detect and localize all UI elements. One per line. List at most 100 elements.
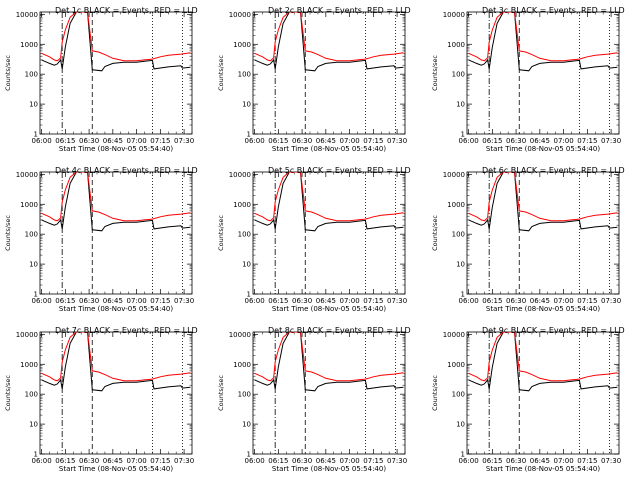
x-tick-label: 07:30: [601, 297, 621, 305]
y-tick-label: 1: [34, 291, 38, 299]
x-tick-label: 06:00: [458, 457, 478, 465]
x-tick-label: 07:15: [363, 297, 383, 305]
plot-frame: [466, 171, 620, 295]
y-tick-label: 10000: [229, 331, 251, 339]
x-tick-label: 06:15: [55, 137, 75, 145]
panel-title: Det 1c BLACK = Events, RED = LLD: [55, 6, 198, 15]
x-axis-label: Start Time (08-Nov-05 05:54:40): [272, 305, 386, 313]
panel-title: Det 9c BLACK = Events, RED = LLD: [482, 326, 625, 335]
x-tick-label: 06:15: [482, 457, 502, 465]
x-axis-label: Start Time (08-Nov-05 05:54:40): [486, 305, 600, 313]
y-tick-label: 100: [238, 391, 251, 399]
plot-frame: [39, 11, 193, 135]
y-tick-label: 100: [25, 71, 38, 79]
y-tick-label: 100: [238, 231, 251, 239]
x-tick-label: 06:45: [316, 297, 336, 305]
x-tick-label: 07:15: [150, 137, 170, 145]
y-tick-label: 100: [25, 231, 38, 239]
y-tick-label: 1000: [233, 361, 251, 369]
x-tick-label: 07:30: [387, 137, 407, 145]
x-tick-label: 06:15: [482, 297, 502, 305]
x-axis-label: Start Time (08-Nov-05 05:54:40): [59, 305, 173, 313]
x-tick-label: 07:30: [387, 297, 407, 305]
y-axis-label: Counts/sec: [4, 375, 12, 411]
y-axis-label: Counts/sec: [431, 215, 439, 251]
chart-panel-1: 1 10 100 1000 10000 06:00 06:15 06:30 06:45 07:00…: [4, 6, 198, 153]
x-tick-label: 06:15: [55, 457, 75, 465]
x-tick-label: 06:45: [316, 137, 336, 145]
x-tick-label: 06:45: [316, 457, 336, 465]
x-tick-label: 06:45: [103, 297, 123, 305]
y-tick-label: 1: [461, 131, 465, 139]
x-tick-label: 07:15: [363, 137, 383, 145]
x-tick-label: 06:00: [244, 137, 264, 145]
y-tick-label: 1000: [447, 361, 465, 369]
x-tick-label: 06:15: [268, 297, 288, 305]
chart-panel-9: 1 10 100 1000 10000 06:00 06:15 06:30 06:45 07:00…: [431, 326, 625, 473]
x-tick-label: 07:00: [553, 457, 573, 465]
series-line-lld: [468, 12, 618, 62]
y-tick-label: 1: [461, 451, 465, 459]
series-line-events: [468, 12, 618, 72]
series-line-lld: [254, 332, 404, 382]
x-axis-label: Start Time (08-Nov-05 05:54:40): [59, 465, 173, 473]
y-tick-label: 1: [34, 451, 38, 459]
x-tick-label: 06:30: [506, 297, 526, 305]
y-tick-label: 1000: [233, 41, 251, 49]
series-line-lld: [41, 172, 191, 222]
x-tick-label: 07:30: [601, 457, 621, 465]
panel-title: Det 5c BLACK = Events, RED = LLD: [268, 166, 411, 175]
panel-title: Det 4c BLACK = Events, RED = LLD: [55, 166, 198, 175]
y-tick-label: 10: [242, 261, 251, 269]
series-line-events: [254, 332, 404, 392]
series-line-lld: [41, 12, 191, 62]
x-tick-label: 06:45: [103, 137, 123, 145]
panel-title: Det 6c BLACK = Events, RED = LLD: [482, 166, 625, 175]
panel-title: Det 2c BLACK = Events, RED = LLD: [268, 6, 411, 15]
plot-frame: [252, 11, 406, 135]
x-tick-label: 07:00: [553, 297, 573, 305]
chart-panel-5: 1 10 100 1000 10000 06:00 06:15 06:30 06:45 07:00…: [217, 166, 411, 313]
series-line-events: [468, 172, 618, 232]
series-line-events: [41, 332, 191, 392]
y-tick-label: 10: [242, 101, 251, 109]
y-axis-label: Counts/sec: [431, 55, 439, 91]
y-tick-label: 1000: [20, 201, 38, 209]
chart-panel-6: 1 10 100 1000 10000 06:00 06:15 06:30 06:45 07:00…: [431, 166, 625, 313]
y-tick-label: 1000: [447, 201, 465, 209]
x-tick-label: 07:15: [363, 457, 383, 465]
plot-frame: [39, 331, 193, 455]
y-tick-label: 1000: [20, 361, 38, 369]
y-tick-label: 1000: [20, 41, 38, 49]
y-tick-label: 10: [456, 421, 465, 429]
series-line-events: [254, 12, 404, 72]
y-tick-label: 10: [456, 101, 465, 109]
x-tick-label: 07:00: [339, 457, 359, 465]
x-tick-label: 07:30: [174, 137, 194, 145]
x-axis-label: Start Time (08-Nov-05 05:54:40): [486, 145, 600, 153]
series-line-lld: [468, 172, 618, 222]
series-line-events: [254, 172, 404, 232]
series-line-events: [468, 332, 618, 392]
series-line-lld: [41, 332, 191, 382]
y-tick-label: 10000: [229, 11, 251, 19]
chart-panel-8: 1 10 100 1000 10000 06:00 06:15 06:30 06:45 07:00…: [217, 326, 411, 473]
x-tick-label: 06:45: [530, 457, 550, 465]
y-tick-label: 10000: [229, 171, 251, 179]
y-axis-label: Counts/sec: [217, 55, 225, 91]
plot-frame: [466, 331, 620, 455]
chart-panel-3: 1 10 100 1000 10000 06:00 06:15 06:30 06:45 07:00…: [431, 6, 625, 153]
y-axis-label: Counts/sec: [217, 215, 225, 251]
y-tick-label: 10: [29, 101, 38, 109]
series-line-lld: [468, 332, 618, 382]
y-tick-label: 1: [247, 451, 251, 459]
x-tick-label: 06:45: [530, 297, 550, 305]
y-tick-label: 100: [452, 391, 465, 399]
y-tick-label: 1: [461, 291, 465, 299]
x-tick-label: 06:00: [31, 457, 51, 465]
x-tick-label: 06:30: [79, 457, 99, 465]
x-tick-label: 07:00: [126, 137, 146, 145]
x-axis-label: Start Time (08-Nov-05 05:54:40): [272, 145, 386, 153]
x-tick-label: 06:30: [292, 297, 312, 305]
y-tick-label: 1000: [233, 201, 251, 209]
